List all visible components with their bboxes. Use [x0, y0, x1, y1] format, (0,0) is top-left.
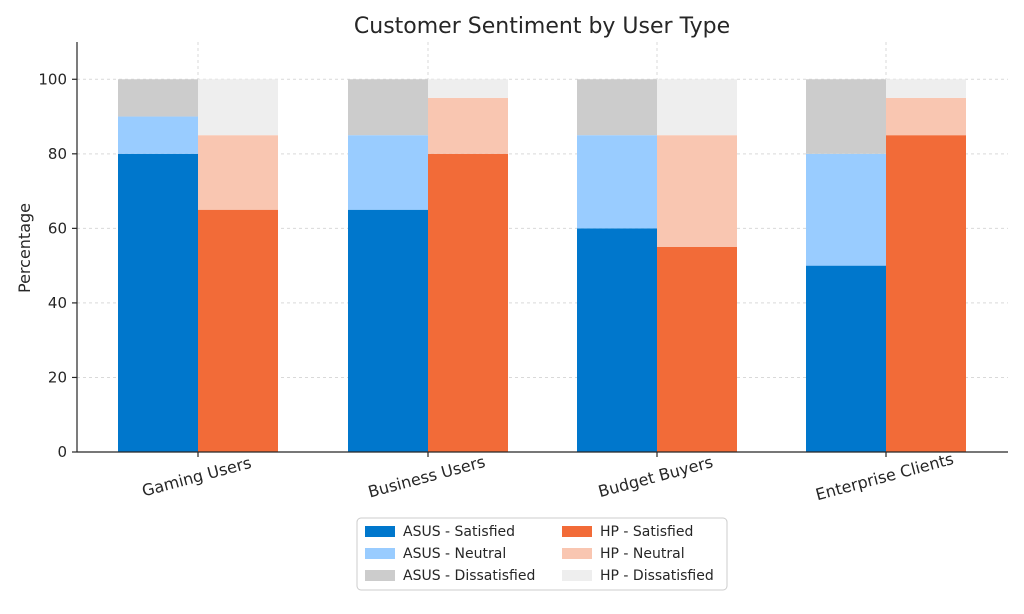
legend-entry: HP - Dissatisfied [600, 568, 714, 584]
bar-segment [428, 79, 508, 98]
bar-segment [577, 135, 657, 229]
bar-segment [428, 97, 508, 154]
bar-segment [806, 153, 886, 266]
y-tick-label: 40 [48, 294, 67, 312]
y-tick-label: 100 [38, 70, 67, 88]
bar-segment [348, 135, 428, 210]
y-tick-label: 20 [48, 368, 67, 386]
bar-segment [198, 209, 278, 452]
x-tick-label: Enterprise Clients [814, 449, 956, 504]
y-tick-label: 0 [57, 443, 67, 461]
bar-segment [577, 79, 657, 136]
bar-segment [428, 153, 508, 452]
x-tick-label: Budget Buyers [596, 452, 715, 501]
bar-segment [198, 79, 278, 136]
legend-entry: ASUS - Dissatisfied [403, 568, 535, 584]
bar-segment [118, 79, 198, 117]
bar-segment [657, 247, 737, 452]
legend-entry: ASUS - Neutral [403, 546, 506, 562]
legend-entry: HP - Neutral [600, 546, 685, 562]
legend-frame [356, 517, 728, 591]
legend-swatch [562, 526, 592, 537]
legend-swatch [562, 570, 592, 581]
bar-segment [198, 135, 278, 210]
bar-segment [886, 79, 966, 98]
y-tick-label: 60 [48, 219, 67, 237]
ticks-layer: 0 20 40 60 80 100 [38, 70, 887, 461]
x-tick-label: Business Users [366, 452, 487, 502]
bar-segment [577, 228, 657, 452]
y-axis-label: Percentage [15, 203, 34, 293]
axes-layer [76, 42, 1008, 453]
bar-segment [886, 135, 966, 452]
legend-swatch [365, 570, 395, 581]
legend-swatch [365, 526, 395, 537]
legend-entry: HP - Satisfied [600, 524, 693, 540]
bar-segment [118, 153, 198, 452]
chart-title: Customer Sentiment by User Type [354, 14, 730, 39]
x-tick-label: Gaming Users [140, 453, 254, 500]
category-labels-layer: Gaming Users Business Users Budget Buyers E… [140, 449, 956, 504]
legend-swatch [365, 548, 395, 559]
bar-segment [657, 79, 737, 136]
legend-entry: ASUS - Satisfied [403, 524, 515, 540]
legend: ASUS - Satisfied ASUS - Neutral ASUS - Dis… [356, 517, 728, 591]
bar-segment [886, 97, 966, 136]
bar-segment [348, 209, 428, 452]
bar-segment [806, 265, 886, 452]
bar-segment [806, 79, 886, 154]
bars-layer [118, 79, 966, 452]
legend-swatch [562, 548, 592, 559]
bar-segment [657, 135, 737, 247]
bar-segment [118, 116, 198, 154]
bar-segment [348, 79, 428, 136]
y-tick-label: 80 [48, 145, 67, 163]
